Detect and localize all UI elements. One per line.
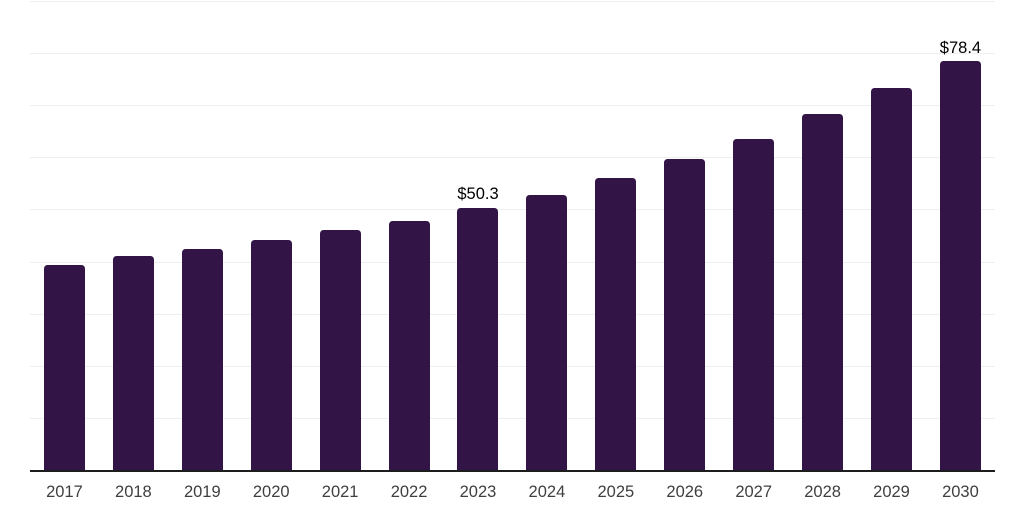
bar-2026[interactable] [664,159,706,470]
bar-group-2029 [857,1,926,470]
x-tick-label-2030: 2030 [942,483,979,501]
bar-group-2023: $50.3 [444,1,513,470]
bar-2029[interactable] [871,87,913,470]
bar-group-2025 [581,1,650,470]
bar-2024[interactable] [526,194,568,470]
bar-2027[interactable] [733,138,775,470]
gridline-y-20 [30,365,995,367]
bar-2028[interactable] [802,114,844,470]
x-tick-label-2017: 2017 [46,483,83,501]
gridline-y-40 [30,261,995,263]
bar-value-label-2030: $78.4 [939,38,982,57]
x-tick-label-2020: 2020 [252,483,290,501]
bar-2025[interactable] [595,177,637,470]
bar-group-2024 [512,1,581,470]
gridline-y-30 [30,313,995,315]
x-tick-label-2019: 2019 [183,483,221,501]
bar-2022[interactable] [388,220,430,470]
bar-group-2018 [99,1,168,470]
bar-2023[interactable] [457,207,499,470]
x-tick-label-2026: 2026 [666,483,704,501]
x-tick-label-2018: 2018 [115,483,152,501]
bar-group-2022 [375,1,444,470]
bar-group-2026 [650,1,719,470]
gridline-y-60 [30,157,995,159]
gridline-y-70 [30,105,995,107]
bar-group-2027 [719,1,788,470]
x-tick-label-2028: 2028 [804,483,841,501]
bar-group-2030: $78.4 [926,1,995,470]
gridline-y-50 [30,209,995,211]
bar-group-2028 [788,1,857,470]
bar-group-2021 [306,1,375,470]
bar-2020[interactable] [250,239,292,470]
x-tick-label-2023: 2023 [459,483,497,501]
plot-area: $50.3 $78.4 [30,1,995,472]
bar-group-2020 [237,1,306,470]
x-tick-label-2022: 2022 [390,483,428,501]
gridline-y-10 [30,417,995,419]
x-tick-label-2029: 2029 [873,483,910,501]
bar-2030[interactable] [939,61,981,470]
x-tick-label-2021: 2021 [321,483,359,501]
bar-group-2019 [168,1,237,470]
bar-2019[interactable] [181,248,223,470]
gridline-y-90 [30,1,995,2]
bar-2021[interactable] [319,230,361,470]
x-tick-label-2027: 2027 [735,483,773,501]
bar-group-2017 [30,1,99,470]
bar-value-label-2023: $50.3 [457,185,499,204]
gridline-y-80 [30,53,995,55]
bars-container: $50.3 $78.4 [30,1,995,470]
bar-2018[interactable] [112,256,154,470]
bar-2017[interactable] [43,264,85,470]
x-tick-label-2024: 2024 [528,483,566,501]
x-axis-tick-labels: 2017 2018 2019 2020 2021 2022 2023 2024 2025 2026… [30,483,995,502]
x-tick-label-2025: 2025 [597,483,635,501]
